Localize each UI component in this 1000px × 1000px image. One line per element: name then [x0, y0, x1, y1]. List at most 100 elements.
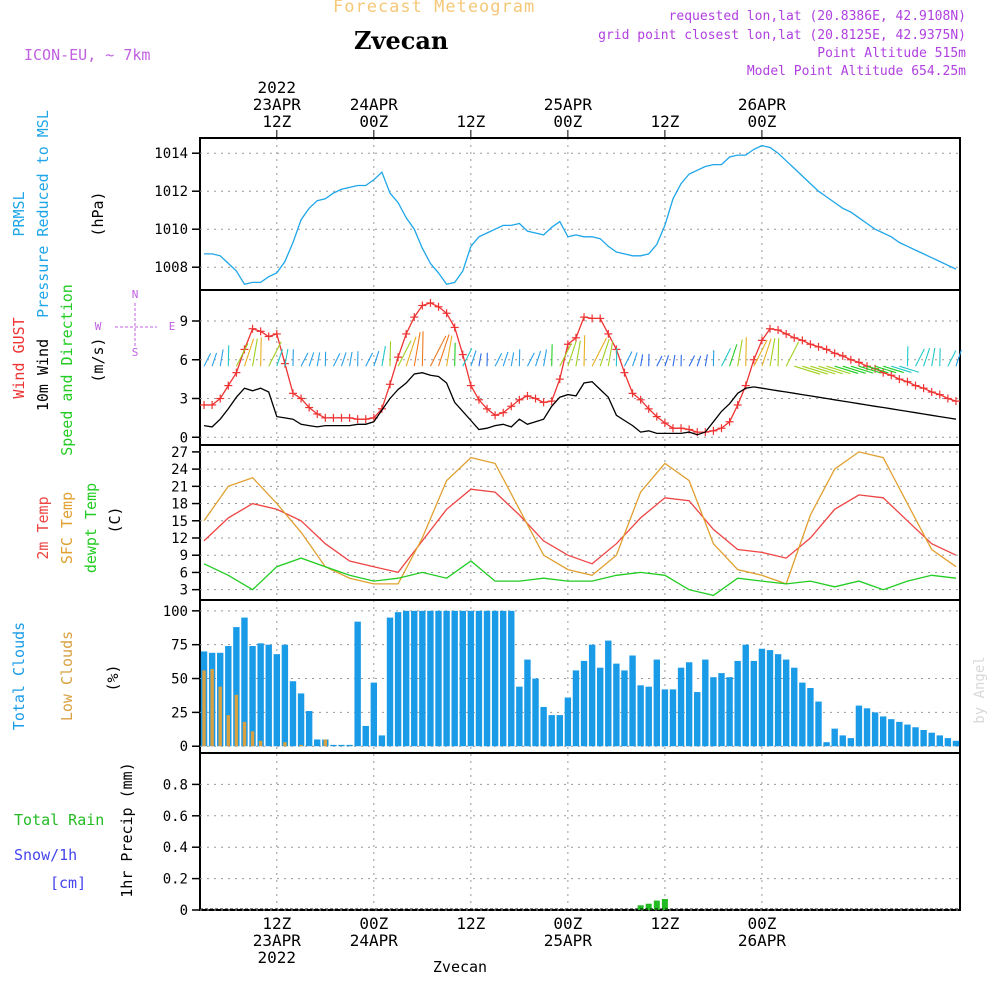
wind-arrow	[874, 365, 897, 374]
wind-arrow	[405, 336, 417, 367]
rain-bar	[645, 903, 652, 910]
gridpoint-coords: grid point closest lon,lat (20.8125E, 42…	[598, 28, 966, 43]
requested-coords: requested lon,lat (20.8386E, 42.9108N)	[668, 9, 966, 24]
gust-marker	[749, 355, 758, 364]
gust-marker	[499, 408, 508, 417]
wind-arrow	[794, 365, 821, 375]
gust-marker	[660, 419, 669, 428]
gust-marker	[337, 413, 346, 422]
gust-marker	[757, 336, 766, 345]
wind-arrow	[640, 354, 644, 367]
temp2m-label: 2m Temp	[34, 496, 52, 559]
total-cloud-bar	[791, 667, 798, 747]
low-cloud-bar	[210, 669, 214, 747]
time-label-top: 25APR	[544, 95, 593, 114]
total-cloud-bar	[855, 705, 863, 747]
wind-arrow	[494, 353, 503, 367]
wind-arrow	[720, 348, 732, 367]
gust-marker	[458, 350, 467, 359]
y-tick-label: 100	[163, 604, 188, 620]
gust-marker	[935, 390, 944, 399]
gust-marker	[216, 394, 225, 403]
wind-arrow	[510, 352, 515, 367]
total-cloud-bar	[629, 655, 636, 747]
gust-marker	[345, 413, 354, 422]
gust-marker	[555, 375, 564, 384]
wind-arrow	[260, 337, 262, 367]
gust-marker	[410, 313, 419, 322]
rain-bar	[637, 905, 644, 910]
wind-arrow	[591, 337, 607, 367]
gust-marker	[830, 349, 839, 358]
gust-marker	[208, 400, 217, 409]
total-cloud-bar	[475, 610, 483, 747]
gust-marker	[919, 384, 928, 393]
total-cloud-bar	[249, 646, 256, 747]
wind-arrow	[599, 338, 610, 367]
wind-arrow	[883, 365, 904, 374]
wind-arrow	[535, 350, 542, 367]
wind-units: (m/s)	[89, 337, 107, 382]
wind-arrow	[810, 365, 836, 375]
rain-bar	[653, 900, 660, 910]
wind-arrow	[834, 365, 859, 374]
total-cloud-bar	[799, 682, 806, 747]
y-tick-label: 1008	[154, 260, 188, 276]
total-cloud-bar	[621, 670, 628, 747]
total-cloud-bar	[588, 644, 596, 747]
gust-marker	[272, 329, 281, 338]
wind-arrow	[931, 347, 936, 367]
total-cloud-bar	[685, 662, 693, 747]
y-tick-label: 75	[171, 638, 188, 654]
total-cloud-bar	[904, 724, 911, 747]
gust-marker	[288, 389, 297, 398]
y-tick-label: 3	[180, 583, 188, 599]
total-cloud-bar	[613, 663, 620, 747]
wind-arrow	[696, 355, 702, 367]
gust-marker	[353, 415, 362, 424]
wind-arrow	[284, 348, 289, 367]
compass-n: N	[132, 288, 139, 301]
total-cloud-bar	[597, 667, 604, 747]
pressure-label-2: Pressure Reduced to MSL	[34, 110, 52, 318]
y-tick-label: 0.2	[163, 872, 188, 888]
wind-arrow	[478, 353, 482, 367]
time-label-top: 00Z	[747, 112, 776, 131]
gust-marker	[887, 371, 896, 380]
gust-marker	[790, 333, 799, 342]
total-cloud-bar	[402, 610, 410, 747]
total-cloud-bar	[605, 640, 612, 747]
gust-marker	[951, 397, 960, 406]
time-label-bottom: 2022	[258, 948, 297, 967]
wind-arrow	[947, 350, 957, 367]
gust-marker	[483, 404, 492, 413]
gust-marker	[418, 301, 427, 310]
wind-arrow	[761, 338, 772, 367]
gust-marker	[224, 381, 233, 390]
wind-arrow	[737, 339, 743, 367]
gust-marker	[668, 424, 677, 433]
time-label-bottom: 26APR	[738, 931, 787, 950]
credit-text: by Angel	[972, 656, 988, 723]
gust-marker	[507, 402, 516, 411]
total-cloud-bar	[912, 727, 919, 747]
footer-location: Zvecan	[433, 958, 487, 976]
gust-marker	[620, 368, 629, 377]
time-label-top: 12Z	[650, 112, 679, 131]
time-label-bottom: 25APR	[544, 931, 593, 950]
total-cloud-bar	[362, 725, 369, 747]
wind-arrow	[268, 341, 282, 367]
panel-frame-clouds	[199, 599, 961, 754]
time-label-bottom: 00Z	[553, 914, 582, 933]
gust-marker	[313, 410, 322, 418]
wind-arrow	[316, 352, 321, 367]
wind-arrow	[437, 334, 450, 367]
wind-arrow	[446, 335, 453, 367]
total-cloud-bar	[661, 689, 669, 747]
gust-marker	[782, 329, 791, 338]
wind-arrow	[664, 355, 670, 367]
y-tick-label: 0	[180, 903, 188, 919]
wind-arrow	[332, 353, 341, 367]
total-cloud-bar	[427, 610, 434, 747]
